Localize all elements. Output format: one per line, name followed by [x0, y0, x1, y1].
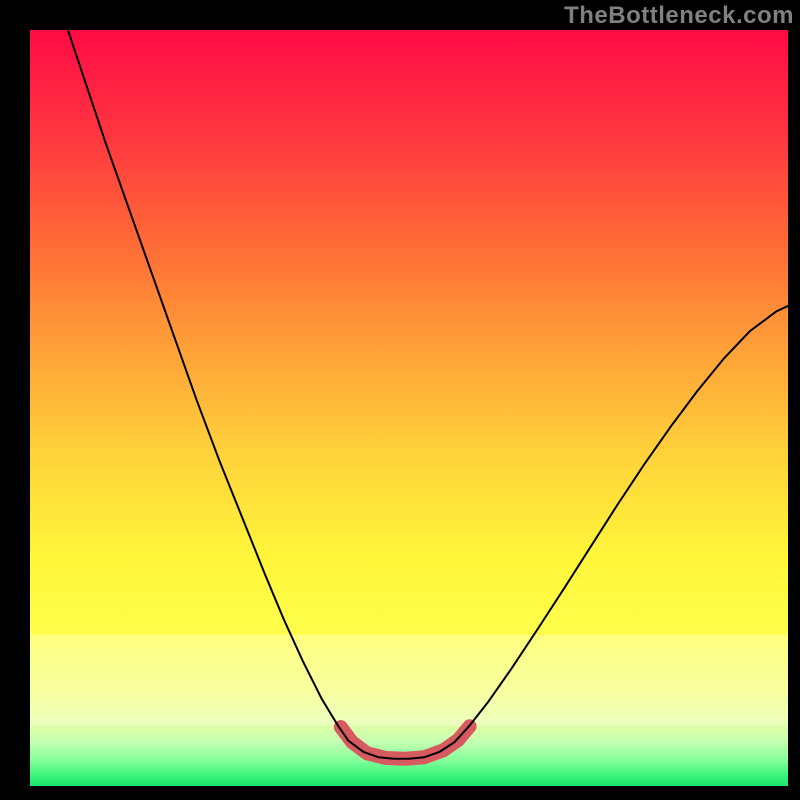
- bottleneck-chart: [0, 0, 800, 800]
- pale-band: [30, 635, 788, 726]
- watermark-text: TheBottleneck.com: [564, 0, 800, 30]
